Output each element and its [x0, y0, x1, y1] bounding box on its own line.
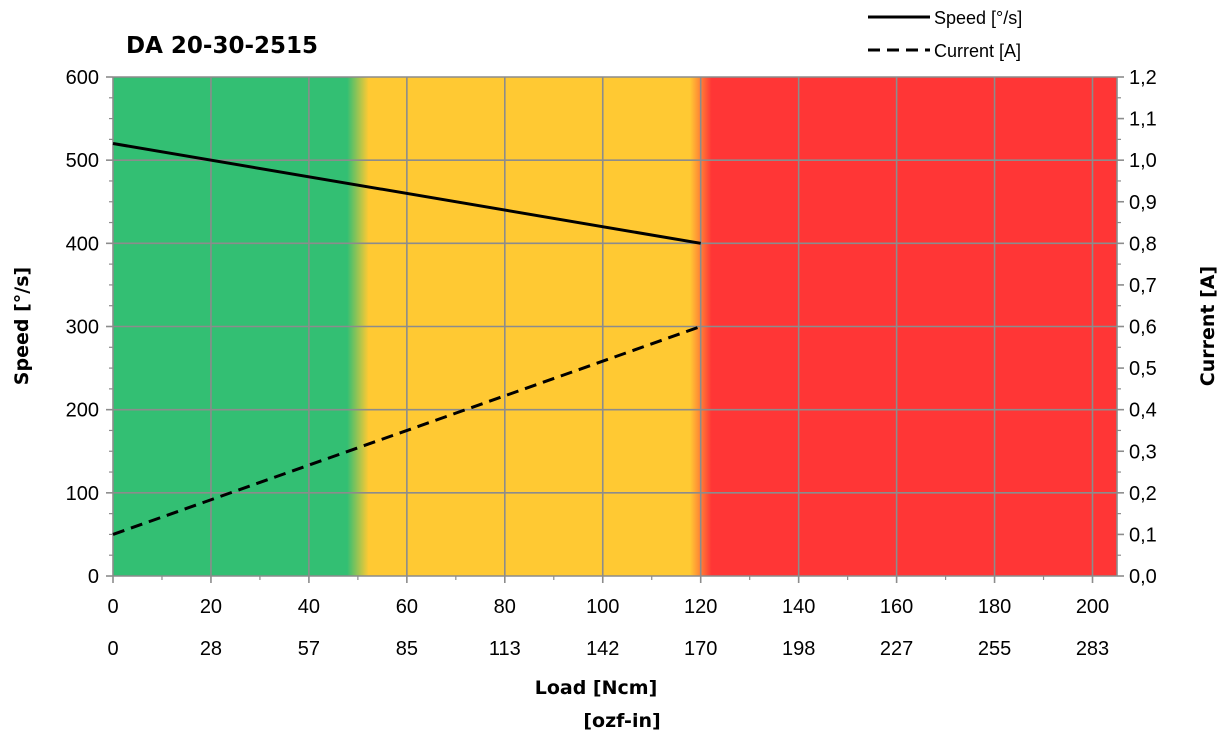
- y2-tick-label: 0,8: [1129, 233, 1157, 255]
- x-axis-title: Load [Ncm]: [535, 677, 658, 699]
- y2-tick-label: 0,3: [1129, 441, 1157, 463]
- y2-tick-label: 1,1: [1129, 109, 1157, 131]
- x2-tick-label: 227: [880, 638, 913, 660]
- speed-series-line: [112, 142, 701, 245]
- x-tick-label: 40: [298, 596, 320, 618]
- y2-tick-label: 0,7: [1129, 275, 1157, 297]
- x-tick-label: 60: [396, 596, 418, 618]
- x2-tick-label: 85: [396, 638, 418, 660]
- legend-current-label: Current [A]: [934, 41, 1021, 61]
- y-tick-label: 600: [66, 67, 99, 89]
- legend-speed-label: Speed [°/s]: [934, 8, 1022, 28]
- x2-tick-label: 255: [978, 638, 1011, 660]
- y-tick-label: 300: [66, 317, 99, 339]
- y-tick-label: 500: [66, 150, 99, 172]
- legend: Speed [°/s] Current [A]: [868, 8, 1022, 61]
- y2-tick-label: 0,2: [1129, 483, 1157, 505]
- x2-tick-label: 170: [684, 638, 717, 660]
- current-series-line: [112, 325, 702, 536]
- x2-tick-label: 113: [489, 638, 521, 660]
- x2-tick-label: 283: [1076, 638, 1109, 660]
- x2-tick-label: 57: [298, 638, 320, 660]
- y2-tick-label: 0,5: [1129, 358, 1157, 380]
- x-tick-label: 0: [107, 596, 118, 618]
- y-tick-label: 200: [66, 400, 99, 422]
- y2-tick-label: 1,2: [1129, 67, 1157, 89]
- y2-tick-label: 0,6: [1129, 317, 1157, 339]
- y2-tick-label: 0,9: [1129, 192, 1157, 214]
- y2-tick-label: 0,0: [1129, 566, 1157, 588]
- y2-tick-label: 0,1: [1129, 524, 1157, 546]
- series-layer: [112, 142, 702, 536]
- y-tick-label: 400: [66, 233, 99, 255]
- y-axis-title: Speed [°/s]: [11, 267, 33, 385]
- y-tick-label: 0: [88, 566, 99, 588]
- x2-tick-label: 28: [200, 638, 222, 660]
- x-tick-label: 20: [200, 596, 222, 618]
- y2-tick-label: 0,4: [1129, 400, 1157, 422]
- x-tick-label: 80: [494, 596, 516, 618]
- x2-axis-title: [ozf-in]: [583, 710, 660, 732]
- x-tick-label: 140: [782, 596, 815, 618]
- x-tick-label: 200: [1076, 596, 1109, 618]
- x-tick-label: 120: [684, 596, 717, 618]
- axes-layer: 0020284057608580113100142120170140198160…: [66, 67, 1157, 660]
- y-tick-label: 100: [66, 483, 99, 505]
- x2-tick-label: 198: [782, 638, 815, 660]
- x-tick-label: 160: [880, 596, 913, 618]
- chart-title: DA 20-30-2515: [126, 33, 318, 59]
- x2-tick-label: 142: [586, 638, 619, 660]
- x2-tick-label: 0: [107, 638, 118, 660]
- y2-tick-label: 1,0: [1129, 150, 1157, 172]
- x-tick-label: 180: [978, 596, 1011, 618]
- x-tick-label: 100: [586, 596, 619, 618]
- y2-axis-title: Current [A]: [1197, 266, 1219, 386]
